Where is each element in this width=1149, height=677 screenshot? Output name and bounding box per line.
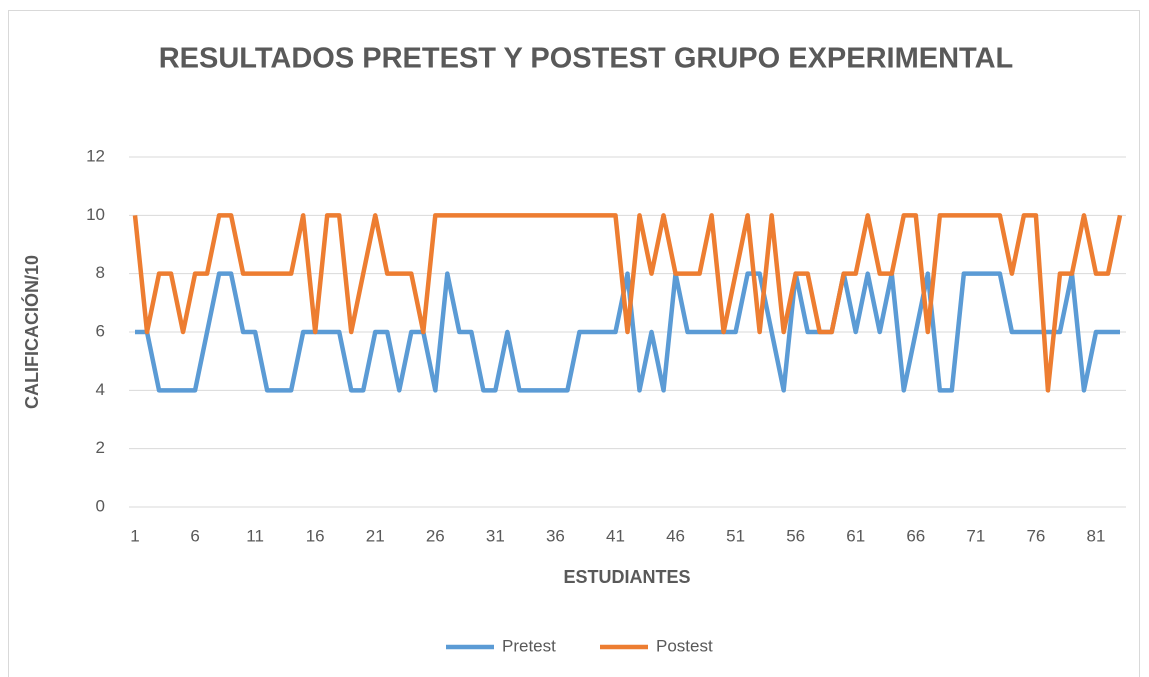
x-tick-label: 46 (666, 526, 685, 545)
x-tick-label: 66 (906, 526, 925, 545)
x-tick-label: 81 (1087, 526, 1106, 545)
y-tick-label: 2 (96, 438, 105, 457)
x-tick-label: 21 (366, 526, 385, 545)
y-axis-title: CALIFICACIÓN/10 (21, 255, 42, 409)
x-tick-label: 71 (966, 526, 985, 545)
y-tick-label: 10 (86, 205, 105, 224)
x-tick-label: 41 (606, 526, 625, 545)
x-tick-label: 61 (846, 526, 865, 545)
x-tick-label: 1 (130, 526, 139, 545)
x-tick-label: 36 (546, 526, 565, 545)
y-tick-label: 8 (96, 263, 105, 282)
y-tick-label: 6 (96, 321, 105, 340)
x-tick-label: 76 (1026, 526, 1045, 545)
chart-title: RESULTADOS PRETEST Y POSTEST GRUPO EXPER… (159, 43, 1014, 75)
line-series (135, 271, 1120, 393)
x-tick-label: 26 (426, 526, 445, 545)
y-tick-label: 0 (96, 496, 105, 515)
y-tick-label: 4 (96, 380, 105, 399)
x-tick-label: 51 (726, 526, 745, 545)
legend-label: Postest (656, 636, 713, 655)
x-tick-label: 16 (306, 526, 325, 545)
y-tick-label: 12 (86, 146, 105, 165)
line-series (132, 213, 1123, 393)
x-tick-label: 31 (486, 526, 505, 545)
x-tick-label: 6 (190, 526, 199, 545)
chart-border (8, 10, 1140, 677)
x-tick-label: 11 (246, 526, 264, 545)
x-tick-label: 56 (786, 526, 805, 545)
legend-label: Pretest (502, 636, 556, 655)
x-axis-title: ESTUDIANTES (563, 567, 690, 587)
